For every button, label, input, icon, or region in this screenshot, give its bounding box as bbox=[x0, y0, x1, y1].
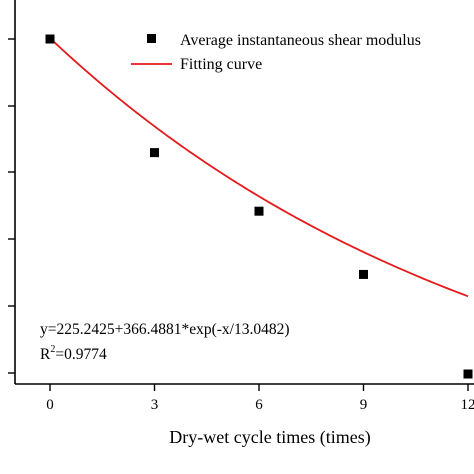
legend-marker-square bbox=[147, 34, 156, 43]
data-point-9 bbox=[359, 269, 368, 279]
data-point-3 bbox=[150, 148, 159, 158]
x-axis-title: Dry-wet cycle times (times) bbox=[169, 427, 370, 448]
y-axis-ticks bbox=[8, 38, 15, 374]
r-squared-value: =0.9774 bbox=[55, 346, 107, 363]
fitting-curve-line bbox=[49, 37, 469, 298]
legend-label-modulus: Average instantaneous shear modulus bbox=[180, 32, 421, 49]
r-squared-superscript: 2 bbox=[50, 344, 55, 355]
x-tick-label-6: 6 bbox=[255, 397, 263, 413]
x-axis-ticks bbox=[49, 384, 469, 391]
x-axis-tick-labels: 0 3 6 9 12 bbox=[46, 397, 474, 413]
legend: Average instantaneous shear modulus Fitt… bbox=[131, 32, 421, 73]
fit-equation: y=225.2425+366.4881*exp(-x/13.0482) bbox=[40, 321, 290, 338]
data-point-6 bbox=[254, 206, 264, 216]
x-tick-label-9: 9 bbox=[360, 397, 368, 413]
x-tick-label-3: 3 bbox=[151, 397, 159, 413]
x-tick-label-12: 12 bbox=[461, 397, 474, 413]
r-squared-prefix: R bbox=[40, 346, 51, 363]
data-points bbox=[45, 34, 473, 379]
data-point-12 bbox=[463, 369, 473, 379]
data-point-0 bbox=[45, 34, 55, 44]
x-tick-label-0: 0 bbox=[46, 397, 54, 413]
legend-label-fitting: Fitting curve bbox=[180, 56, 262, 73]
r-squared: R2=0.9774 bbox=[40, 344, 107, 363]
